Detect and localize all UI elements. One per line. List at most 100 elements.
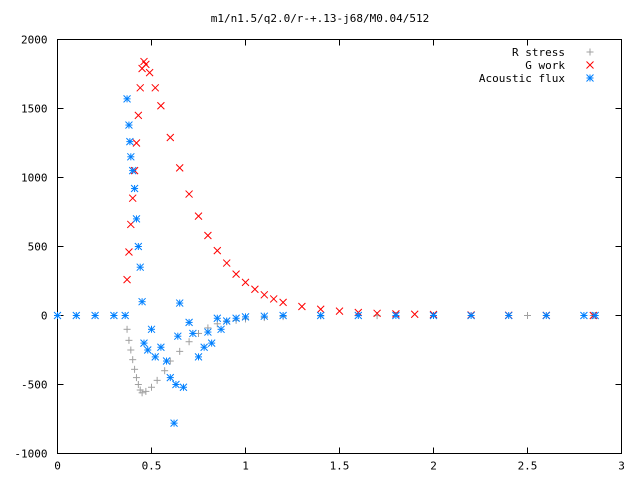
y-tick-label: -500 — [21, 379, 48, 392]
data-point — [136, 263, 145, 272]
data-point — [128, 166, 137, 175]
data-point — [110, 311, 118, 320]
data-point — [126, 137, 134, 146]
chart-title: m1/n1.5/q2.0/r-+.13-j68/M0.04/512 — [211, 12, 430, 25]
data-point — [185, 338, 193, 346]
data-point — [204, 231, 212, 240]
data-point — [194, 353, 203, 361]
y-tick-label: 0 — [41, 310, 48, 323]
data-point — [138, 297, 146, 306]
data-point — [260, 290, 269, 299]
data-point — [166, 373, 175, 382]
data-point — [140, 339, 148, 347]
data-point — [151, 83, 160, 92]
data-point — [504, 311, 513, 320]
x-tick-label: 0 — [54, 460, 61, 473]
data-point — [125, 248, 133, 256]
series-acoustic-flux — [53, 94, 600, 427]
x-tick-label: 2 — [430, 460, 437, 473]
data-point — [170, 419, 178, 427]
data-point — [204, 328, 212, 336]
data-point — [161, 367, 169, 375]
data-point — [392, 311, 400, 320]
legend-marker — [586, 61, 594, 69]
x-tick-label: 1 — [242, 460, 249, 473]
data-point — [134, 111, 143, 120]
data-point — [232, 314, 240, 323]
data-point — [142, 387, 150, 395]
data-point — [316, 311, 325, 320]
data-point — [173, 332, 182, 341]
data-point — [241, 313, 250, 321]
data-point — [126, 152, 135, 161]
data-point — [213, 246, 222, 255]
x-tick-label: 1.5 — [330, 460, 350, 473]
data-point — [125, 121, 133, 129]
data-point — [128, 194, 137, 203]
y-tick-label: -1000 — [14, 448, 47, 461]
data-point — [373, 309, 381, 318]
data-point — [410, 310, 419, 319]
data-point — [269, 295, 278, 303]
x-tick-label: 2.5 — [518, 460, 538, 473]
data-point — [157, 343, 165, 352]
data-point — [222, 259, 231, 267]
data-point — [153, 376, 161, 384]
data-point — [207, 339, 216, 347]
data-point — [176, 347, 184, 355]
data-point — [354, 311, 363, 320]
data-point — [316, 305, 325, 314]
data-point — [162, 357, 171, 365]
data-point — [185, 318, 193, 327]
data-point — [148, 383, 155, 391]
legend-label: Acoustic flux — [479, 72, 565, 85]
data-point — [179, 383, 188, 392]
y-tick-label: 500 — [28, 241, 48, 254]
data-point — [185, 190, 193, 198]
y-tick-label: 1500 — [21, 103, 48, 116]
data-point — [145, 68, 154, 77]
data-point — [166, 133, 175, 142]
data-point — [232, 270, 240, 278]
data-point — [132, 139, 141, 147]
data-point — [142, 60, 150, 69]
data-point — [580, 311, 588, 320]
legend-marker — [586, 74, 594, 82]
x-tick-label: 3 — [618, 460, 625, 473]
data-point — [151, 353, 160, 361]
data-point — [542, 311, 551, 320]
data-point — [467, 311, 475, 320]
data-point — [123, 325, 131, 333]
legend-marker — [586, 48, 594, 56]
series-g-work — [123, 57, 598, 320]
data-point — [123, 275, 131, 284]
data-point — [189, 329, 197, 338]
data-point — [125, 336, 133, 344]
data-point — [53, 311, 62, 320]
data-point — [134, 381, 142, 388]
data-point — [335, 307, 344, 315]
data-point — [123, 94, 131, 103]
x-tick-label: 0.5 — [142, 460, 162, 473]
axes: 0 0.5 1 1.5 2 2.5 3 -1000 -500 0 500 1000 1500 2000 — [14, 34, 624, 473]
data-point — [279, 298, 287, 307]
data-point — [194, 212, 203, 220]
data-point — [175, 299, 184, 307]
series-layer — [53, 57, 600, 427]
series-r-stress — [123, 312, 597, 397]
legend-label: G work — [525, 59, 565, 72]
data-point — [524, 312, 531, 319]
y-tick-label: 1000 — [21, 172, 48, 185]
data-point — [241, 278, 250, 287]
data-point — [222, 317, 231, 325]
data-point — [175, 163, 184, 172]
data-point — [130, 184, 139, 193]
data-point — [132, 215, 141, 223]
y-tick-label: 2000 — [21, 34, 48, 47]
data-point — [251, 285, 259, 294]
data-point — [147, 325, 156, 334]
data-point — [200, 343, 208, 352]
